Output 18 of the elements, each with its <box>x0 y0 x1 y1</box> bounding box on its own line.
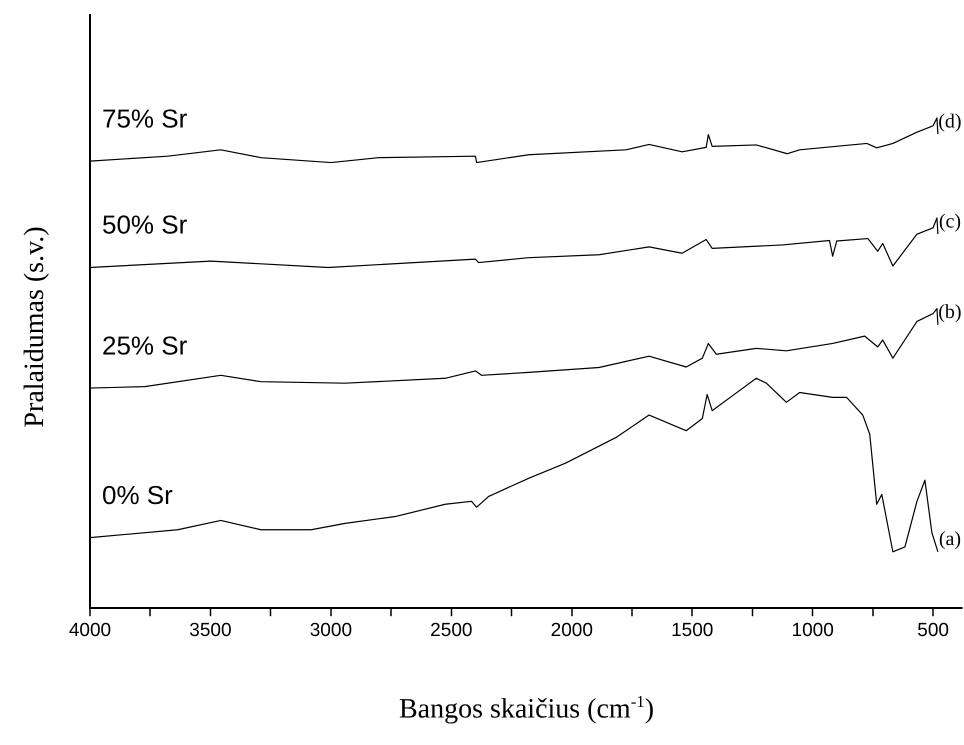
x-tick-label: 2500 <box>430 620 472 641</box>
series-label: 50% Sr <box>102 210 188 240</box>
x-tick-label: 2000 <box>550 620 593 641</box>
x-axis-title: Bangos skaičius (cm$^{-1}$) <box>398 692 656 726</box>
annotation: (c) <box>938 210 962 232</box>
y-axis-title: Pralaidumas (s.v.) <box>19 226 51 428</box>
x-tick-label: 500 <box>917 620 949 641</box>
annotation: (a) <box>938 528 962 550</box>
x-tick-label: 3500 <box>189 620 232 641</box>
series-label: 75% Sr <box>102 103 188 134</box>
x-tick-label: 4000 <box>68 620 112 641</box>
series-label: 0% Sr <box>102 480 174 510</box>
x-tick-label: 1000 <box>792 620 834 641</box>
annotation: (b) <box>938 301 962 324</box>
annotation: (d) <box>938 110 962 132</box>
x-tick-label: 3000 <box>310 620 352 641</box>
series-label: 25% Sr <box>102 330 188 360</box>
x-tick-label: 1500 <box>671 620 714 641</box>
